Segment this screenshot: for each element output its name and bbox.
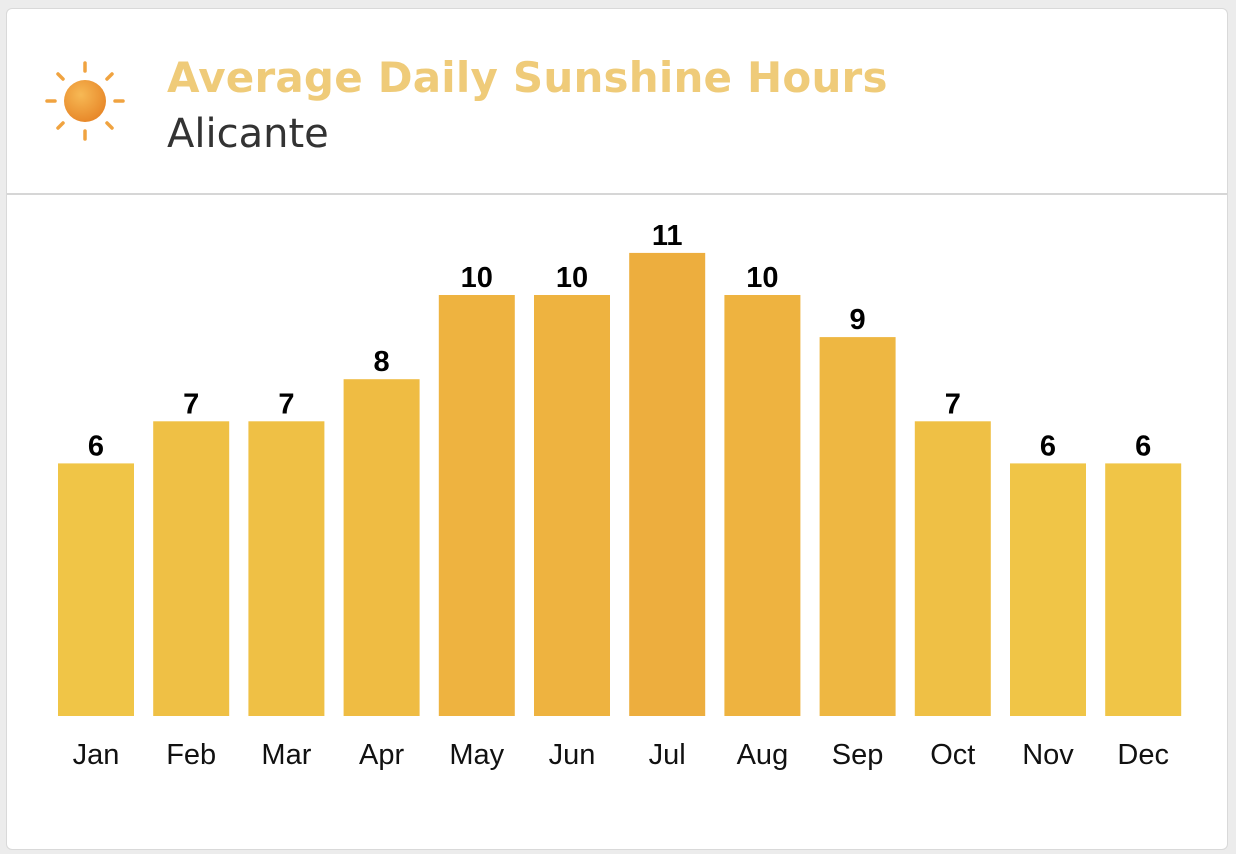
x-tick-label: Mar — [261, 739, 311, 771]
bar-jan — [58, 463, 134, 716]
x-tick-label: Dec — [1117, 739, 1169, 771]
x-tick-label: Jul — [649, 739, 686, 771]
x-tick-label: Oct — [930, 739, 975, 771]
data-label: 9 — [850, 304, 866, 336]
x-tick-label: Feb — [166, 739, 216, 771]
x-tick-label: Nov — [1022, 739, 1074, 771]
bar-mar — [248, 421, 325, 716]
bar-oct — [914, 421, 991, 716]
bar-dec — [1105, 463, 1182, 716]
data-label: 10 — [746, 262, 778, 294]
chart-card: Average Daily Sunshine Hours Alicante 6 J… — [6, 8, 1228, 850]
bar-may — [438, 295, 515, 716]
data-label: 6 — [1135, 430, 1151, 462]
x-tick-label: Aug — [737, 739, 789, 771]
bar-sep — [819, 337, 896, 716]
data-label: 10 — [556, 262, 588, 294]
card-header: Average Daily Sunshine Hours Alicante — [7, 9, 1227, 195]
bar-chart: 6 Jan 7 Feb 7 Mar 8 Apr 10 May 10 Jun 11 Jul 10 Aug 9 Sep… — [58, 220, 1182, 771]
bar-feb — [153, 421, 230, 716]
chart-title: Average Daily Sunshine Hours — [167, 53, 888, 102]
x-tick-label: Jun — [549, 739, 596, 771]
data-label: 8 — [374, 346, 390, 378]
bar-jun — [534, 295, 610, 716]
x-tick-label: Jan — [73, 739, 120, 771]
data-label: 10 — [461, 262, 493, 294]
data-label: 7 — [278, 388, 294, 420]
data-label: 7 — [183, 388, 199, 420]
x-tick-label: Apr — [359, 739, 404, 771]
bar-apr — [343, 379, 420, 716]
chart-subtitle: Alicante — [167, 111, 329, 157]
x-tick-label: Sep — [832, 739, 884, 771]
data-label: 7 — [945, 388, 961, 420]
sun-icon — [45, 61, 125, 141]
bar-nov — [1010, 463, 1086, 716]
data-label: 6 — [1040, 430, 1056, 462]
bar-jul — [629, 252, 706, 716]
x-tick-label: May — [449, 739, 504, 771]
data-label: 6 — [88, 430, 104, 462]
bar-aug — [724, 295, 801, 716]
data-label: 11 — [652, 220, 683, 252]
